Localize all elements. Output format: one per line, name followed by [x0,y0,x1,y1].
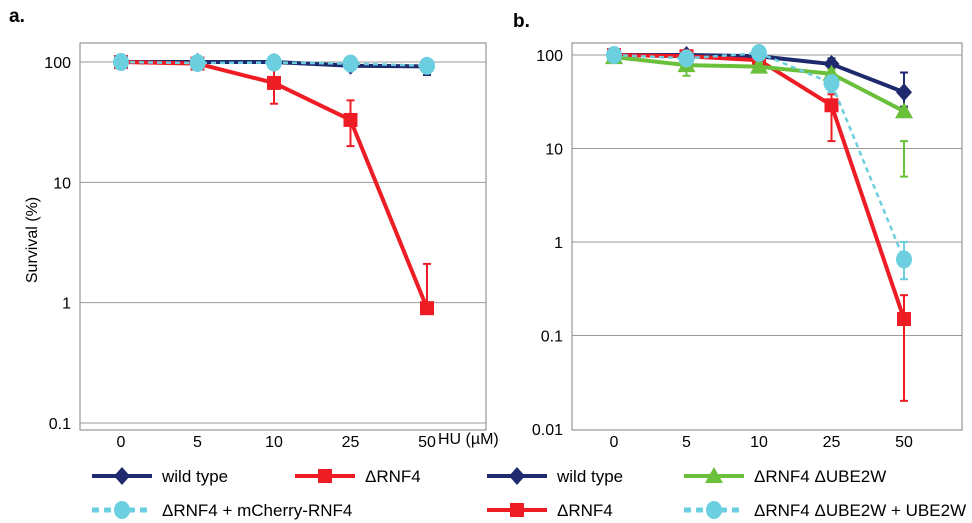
panel-b-data-point [896,83,912,102]
legend-label: wild type [161,467,228,486]
legend-label: ΔRNF4 ΔUBE2W [754,467,886,486]
panel-b-data-point [897,312,911,327]
legend-marker [705,467,723,483]
legend-item: wild type [487,467,623,486]
panel-b-x-tick-label: 0 [610,434,619,451]
panel-a-y-tick-label: 10 [53,175,71,192]
panel-a-x-tick-label: 10 [265,434,283,451]
panel-b-data-point [896,250,912,269]
panel-a-y-tick-label: 0.1 [49,416,71,433]
legend-marker [510,503,524,517]
panel-b-x-tick-label: 5 [682,434,691,451]
panel-a-x-tick-label: 50 [418,434,436,451]
legend-label: ΔRNF4 ΔUBE2W + UBE2W [754,501,966,520]
legend-marker [114,467,130,485]
panel-b-layer: 100 10 1 0.1 0.01 0 5 10 25 50 [532,44,962,451]
panel-b-data-point [678,49,695,68]
panel-a-x-tick-label: 25 [342,434,360,451]
legend-label: ΔRNF4 + mCherry-RNF4 [162,501,352,520]
panel-b-x-tick-label: 50 [895,434,913,451]
legend-item: ΔRNF4 ΔUBE2W [684,467,886,486]
panel-a-data-point [419,56,435,75]
panel-b-x-tick-label: 10 [750,434,768,451]
panel-a-layer: 100 10 1 0.1 0 5 10 25 50 [44,53,486,451]
panel-a-y-tick-label: 100 [44,55,71,72]
legend-label: ΔRNF4 [557,501,613,520]
legend-marker [114,501,130,519]
panel-a-data-point [420,301,434,316]
panel-a-x-tick-label: 0 [117,434,126,451]
legend-label: ΔRNF4 [365,467,421,486]
panel-b-y-tick-label: 100 [536,48,563,65]
panel-a-data-point [342,54,359,73]
panel-a-series-2 [113,53,435,75]
panel-b-data-point [823,74,840,93]
panel-a-x-tick-label: 5 [193,434,202,451]
panel-a-data-point [189,54,206,73]
panel-a-x-axis-label: HU (µM) [438,431,499,448]
legend-label: wild type [556,467,623,486]
panel-b-data-point [751,44,767,63]
panel-a-y-tick-label: 1 [62,296,71,313]
panel-a-data-point [113,53,129,71]
panel-a-data-point [343,112,358,127]
panel-b-data-point [895,102,913,119]
legend-marker [509,467,525,485]
legend-item: wild type [92,467,228,486]
legend-item: ΔRNF4 [295,467,421,486]
panel-b-data-point [750,57,768,74]
panel-b-x-tick-label: 25 [823,434,841,451]
legend-marker [318,469,332,483]
panel-a-y-axis-label: Survival (%) [24,197,41,283]
panel-a-plot-area [79,42,487,431]
panel-b-data-point [606,46,622,64]
panel-b-y-tick-label: 1 [554,235,563,252]
panel-b-series-3 [606,44,912,281]
panel-b-y-tick-label: 0.1 [541,329,563,346]
panel-b-y-tick-label: 10 [545,142,563,159]
panel-b-letter: b. [513,11,530,32]
panel-b-y-tick-label: 0.01 [532,422,563,439]
panel-a-data-point [266,53,282,72]
legend-item: ΔRNF4 ΔUBE2W + UBE2W [684,501,966,520]
panel-a-letter: a. [9,6,25,27]
legend-item: ΔRNF4 [487,501,613,520]
panel-b-data-point [824,98,839,113]
legend-marker [706,501,722,519]
legend-item: ΔRNF4 + mCherry-RNF4 [92,501,352,520]
legend: wild type ΔRNF4 ΔRNF4 + mCherry-RNF4 wild t… [92,467,966,520]
panel-a-data-point [267,75,281,90]
